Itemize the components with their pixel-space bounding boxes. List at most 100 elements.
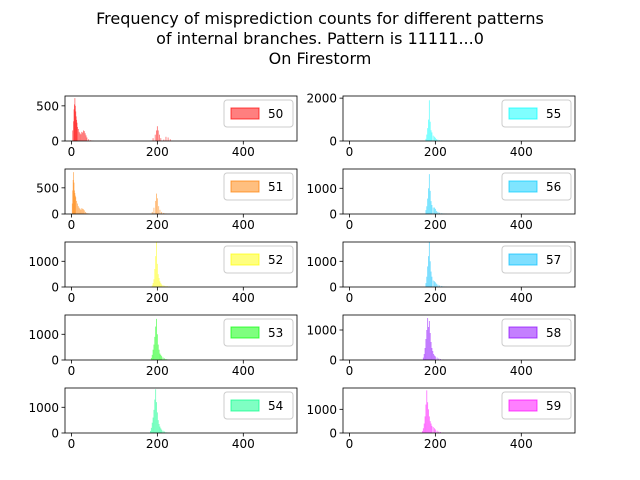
x-tick-label: 0	[68, 364, 76, 378]
figure-title-line-2: of internal branches. Pattern is 11111..…	[156, 29, 484, 48]
histogram-bar	[75, 197, 77, 214]
legend-label: 50	[268, 107, 283, 121]
histogram-bar	[150, 427, 152, 433]
histogram-bar	[86, 137, 88, 141]
x-tick-label: 200	[424, 218, 447, 232]
x-tick-label: 200	[146, 364, 169, 378]
legend: 51	[223, 172, 294, 201]
histogram-bar	[428, 409, 429, 433]
legend-label: 59	[546, 399, 561, 413]
histogram-bar	[78, 131, 80, 141]
histogram-bar	[77, 126, 78, 141]
histogram-bar	[156, 412, 158, 433]
histogram-bar	[432, 427, 434, 433]
histogram-bar	[153, 409, 155, 433]
histogram-bar	[434, 281, 435, 287]
histogram-bar	[157, 420, 159, 433]
histogram-bar	[154, 269, 156, 287]
histogram-bar	[155, 200, 157, 214]
x-tick-label: 400	[510, 291, 533, 305]
x-tick-label: 0	[68, 291, 76, 305]
legend-swatch	[230, 326, 260, 339]
legend: 58	[501, 318, 572, 347]
histogram-bar	[436, 210, 438, 214]
histogram-bar	[81, 208, 83, 214]
histogram-bar	[156, 242, 157, 287]
histogram-bar	[152, 283, 154, 287]
histogram-bar	[422, 357, 424, 360]
histogram-bar	[80, 209, 82, 214]
subplot-55: 0 200 400 0 2000 55	[306, 92, 576, 159]
histogram-bar	[150, 357, 152, 360]
y-tick-label: 500	[36, 99, 59, 113]
histogram-bar	[153, 279, 155, 287]
x-tick-label: 400	[510, 218, 533, 232]
histogram-bar	[165, 285, 167, 287]
histogram-bar	[80, 134, 82, 141]
legend-label: 54	[268, 399, 283, 413]
histogram-bar	[425, 138, 427, 141]
histogram-bar	[75, 116, 77, 141]
histogram-bar	[427, 128, 429, 141]
histogram-bar	[151, 422, 153, 433]
histogram-bar	[434, 282, 436, 287]
x-tick-label: 0	[346, 437, 354, 451]
x-tick-label: 0	[346, 145, 354, 159]
legend-label: 53	[268, 326, 283, 340]
histogram-bar	[155, 326, 157, 360]
histogram-bar	[156, 402, 157, 433]
histogram-bar	[432, 280, 434, 287]
histogram-bar	[428, 242, 430, 287]
histogram-bar	[156, 318, 157, 360]
histogram-bar	[73, 182, 75, 214]
histogram-bar	[438, 358, 440, 360]
histogram-bar	[156, 130, 157, 141]
histogram-bar	[152, 417, 154, 433]
figure-title-line-1: Frequency of misprediction counts for di…	[96, 9, 544, 28]
legend: 56	[501, 172, 572, 201]
legend: 54	[223, 391, 294, 420]
x-tick-label: 0	[68, 437, 76, 451]
histogram-bar	[428, 119, 429, 141]
axes-frame	[64, 314, 298, 361]
histogram-bar	[86, 212, 88, 214]
histogram-bar	[438, 431, 440, 433]
histogram-bar	[422, 428, 424, 433]
histogram-bar	[81, 131, 83, 141]
x-tick-label: 0	[68, 218, 76, 232]
legend-swatch	[230, 180, 260, 193]
y-tick-label: 0	[51, 427, 59, 441]
x-tick-label: 200	[146, 437, 169, 451]
histogram-bar	[161, 356, 163, 360]
histogram-bar	[83, 131, 85, 141]
legend-swatch	[508, 253, 538, 266]
x-tick-label: 0	[68, 145, 76, 159]
y-tick-label: 0	[329, 281, 337, 295]
histogram-bar	[436, 283, 438, 287]
histogram-bar	[430, 271, 432, 287]
histogram-bar	[153, 207, 155, 214]
histogram-bar	[424, 416, 426, 433]
histogram-bar	[152, 138, 154, 141]
x-tick-label: 400	[232, 291, 255, 305]
legend-swatch	[230, 399, 260, 412]
histogram-bar	[428, 321, 430, 360]
histogram-bar	[426, 390, 428, 433]
histogram-bar	[422, 431, 423, 433]
subplot-57: 0 200 400 0 1000 57	[306, 241, 576, 305]
histogram-bar	[429, 190, 431, 214]
histogram-bar	[434, 428, 435, 433]
histogram-bar	[434, 207, 435, 214]
histogram-bar	[150, 430, 151, 433]
histogram-bar	[165, 358, 167, 360]
legend-label: 57	[546, 253, 561, 267]
histogram-bar	[439, 285, 441, 287]
histogram-bar	[79, 208, 81, 214]
histogram-bar	[155, 256, 157, 287]
histogram-bar	[426, 330, 428, 360]
x-tick-label: 400	[232, 437, 255, 451]
histogram-bar	[77, 203, 78, 214]
histogram-bar	[82, 208, 84, 214]
histogram-bar	[428, 100, 430, 141]
axes-frame	[64, 95, 298, 142]
